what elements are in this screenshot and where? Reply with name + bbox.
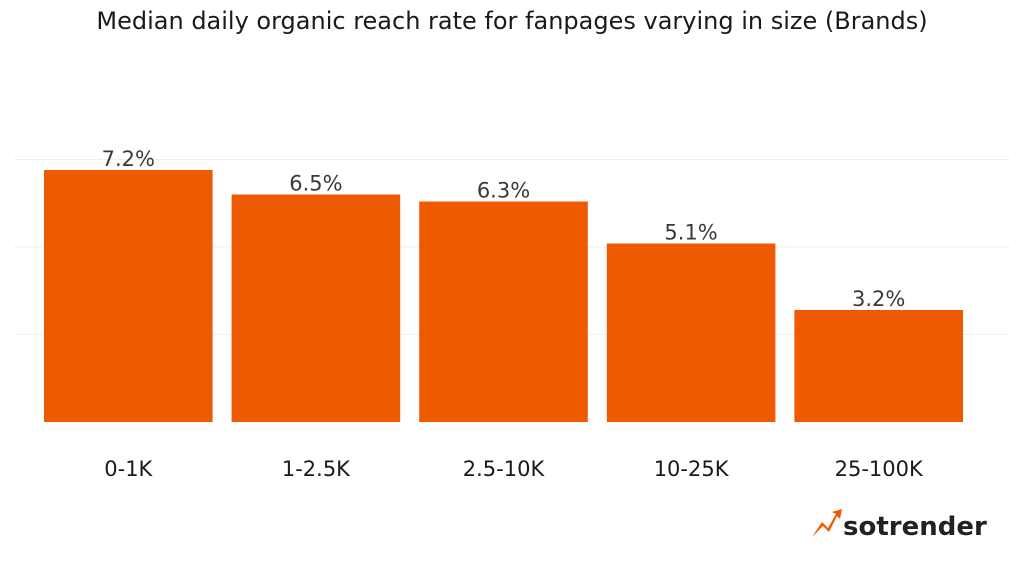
x-tick-label-1: 1-2.5K (282, 457, 351, 481)
bar-0 (44, 170, 213, 422)
bar-3 (606, 243, 776, 422)
x-axis-labels: 0-1K 1-2.5K 2.5-10K 10-25K 25-100K (104, 457, 924, 481)
logo-text: sotrender (843, 512, 987, 542)
trend-arrow-icon (812, 509, 842, 537)
x-tick-label-3: 10-25K (654, 457, 730, 481)
bar-1 (231, 194, 401, 422)
data-labels: 7.2% 6.5% 6.3% 5.1% 3.2% (102, 147, 906, 311)
sotrender-logo: sotrender (812, 509, 987, 542)
chart-title: Median daily organic reach rate for fanp… (96, 7, 927, 35)
x-tick-label-4: 25-100K (835, 457, 924, 481)
data-label-1: 6.5% (289, 172, 342, 196)
data-label-3: 5.1% (664, 221, 717, 245)
bars (44, 170, 963, 422)
x-tick-label-0: 0-1K (104, 457, 153, 481)
data-label-4: 3.2% (852, 287, 905, 311)
bar-2 (419, 201, 588, 422)
data-label-2: 6.3% (477, 179, 530, 203)
data-label-0: 7.2% (102, 147, 155, 171)
x-tick-label-2: 2.5-10K (463, 457, 546, 481)
bar-4 (794, 310, 963, 422)
